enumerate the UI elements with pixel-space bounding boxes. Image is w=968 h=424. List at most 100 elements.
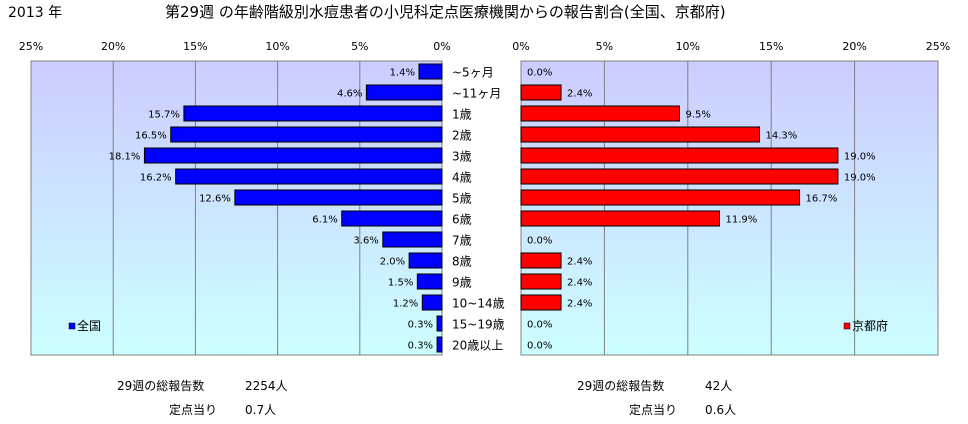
kyoto-summary: 29週の総報告数 42人 定点当り 0.6人 xyxy=(577,378,736,417)
national-bar xyxy=(418,63,443,80)
national-value-label: 6.1% xyxy=(312,215,337,226)
kyoto-bar xyxy=(520,252,562,269)
kyoto-bars: 0.0% 2.4% 9.5% 14.3% 19.0% 19.0% 16.7% 11.9% 0.0… xyxy=(520,68,876,352)
national-bar xyxy=(436,315,443,332)
national-bar xyxy=(436,336,443,353)
national-legend-swatch xyxy=(68,322,76,330)
kyoto-bar xyxy=(520,273,562,290)
kyoto-legend-swatch xyxy=(843,322,851,330)
national-tick-label: 0% xyxy=(433,40,450,53)
kyoto-legend-label: 京都府 xyxy=(852,318,888,333)
kyoto-value-label: 2.4% xyxy=(567,257,592,268)
age-category-label: ~5ヶ月 xyxy=(452,66,494,80)
national-per-point-value: 0.7人 xyxy=(245,403,276,417)
national-bar xyxy=(175,168,443,185)
kyoto-plot-area xyxy=(520,60,939,356)
chart-title: 第29週 の年齢階級別水痘患者の小児科定点医療機関からの報告割合(全国、京都府) xyxy=(165,3,726,21)
kyoto-bar xyxy=(520,210,720,227)
national-tick-label: 25% xyxy=(19,40,43,53)
national-bars: 1.4% 4.6% 15.7% 16.5% 18.1% 16.2% 12.6% 6.1% 3.6… xyxy=(109,63,443,353)
kyoto-value-label: 2.4% xyxy=(567,89,592,100)
national-tick-label: 10% xyxy=(265,40,289,53)
national-value-label: 12.6% xyxy=(199,194,231,205)
kyoto-per-point-label: 定点当り xyxy=(629,402,677,417)
kyoto-value-label: 19.0% xyxy=(844,173,876,184)
national-bar xyxy=(183,105,443,122)
age-category-label: 6歳 xyxy=(452,213,472,227)
kyoto-value-label: 2.4% xyxy=(567,278,592,289)
kyoto-value-label: 9.5% xyxy=(685,110,710,121)
national-per-point-label: 定点当り xyxy=(169,402,217,417)
age-category-label: 4歳 xyxy=(452,171,472,185)
national-axis-ticks: 25% 20% 15% 10% 5% 0% xyxy=(19,40,451,53)
kyoto-bar xyxy=(520,168,839,185)
kyoto-tick-label: 5% xyxy=(596,40,613,53)
age-category-labels: ~5ヶ月 ~11ヶ月 1歳 2歳 3歳 4歳 5歳 6歳 7歳 8歳 9歳 10~14歳 15~19歳 2… xyxy=(452,66,505,353)
age-category-label: 15~19歳 xyxy=(452,318,505,332)
national-bar xyxy=(416,273,443,290)
kyoto-value-label: 11.9% xyxy=(725,215,757,226)
national-tick-label: 20% xyxy=(101,40,125,53)
age-category-label: 3歳 xyxy=(452,150,472,164)
age-category-label: ~11ヶ月 xyxy=(452,87,501,101)
national-total-reports-value: 2254人 xyxy=(245,379,288,393)
age-category-label: 20歳以上 xyxy=(452,339,503,353)
kyoto-axis-ticks: 0% 5% 10% 15% 20% 25% xyxy=(512,40,950,53)
national-value-label: 1.4% xyxy=(390,68,415,79)
kyoto-total-reports-value: 42人 xyxy=(705,379,732,393)
national-value-label: 15.7% xyxy=(148,110,180,121)
kyoto-tick-label: 15% xyxy=(759,40,783,53)
kyoto-value-label: 0.0% xyxy=(527,236,552,247)
age-category-label: 5歳 xyxy=(452,192,472,206)
national-value-label: 0.3% xyxy=(408,341,433,352)
national-legend: 全国 xyxy=(68,318,101,333)
national-value-label: 2.0% xyxy=(380,257,405,268)
national-value-label: 1.2% xyxy=(393,299,418,310)
national-value-label: 0.3% xyxy=(408,320,433,331)
kyoto-value-label: 0.0% xyxy=(527,320,552,331)
kyoto-total-reports-label: 29週の総報告数 xyxy=(577,378,664,393)
national-bar xyxy=(143,147,443,164)
kyoto-value-label: 14.3% xyxy=(766,131,798,142)
national-value-label: 16.2% xyxy=(140,173,172,184)
national-value-label: 4.6% xyxy=(337,89,362,100)
national-value-label: 18.1% xyxy=(109,152,141,163)
age-category-label: 1歳 xyxy=(452,108,472,122)
national-plot-area xyxy=(30,60,443,356)
kyoto-value-label: 19.0% xyxy=(844,152,876,163)
kyoto-tick-label: 25% xyxy=(926,40,950,53)
age-category-label: 7歳 xyxy=(452,234,472,248)
national-total-reports-label: 29週の総報告数 xyxy=(117,378,204,393)
national-value-label: 16.5% xyxy=(135,131,167,142)
national-value-label: 3.6% xyxy=(353,236,378,247)
kyoto-bar xyxy=(520,147,839,164)
national-legend-label: 全国 xyxy=(77,318,101,333)
national-bar xyxy=(234,189,443,206)
kyoto-per-point-value: 0.6人 xyxy=(705,403,736,417)
age-category-label: 2歳 xyxy=(452,129,472,143)
age-category-label: 10~14歳 xyxy=(452,297,505,311)
national-bar xyxy=(341,210,443,227)
kyoto-value-label: 2.4% xyxy=(567,299,592,310)
age-category-label: 8歳 xyxy=(452,255,472,269)
kyoto-value-label: 0.0% xyxy=(527,341,552,352)
kyoto-legend: 京都府 xyxy=(843,318,888,333)
kyoto-tick-label: 0% xyxy=(512,40,529,53)
kyoto-bar xyxy=(520,84,562,101)
kyoto-bar xyxy=(520,294,562,311)
kyoto-value-label: 0.0% xyxy=(527,68,552,79)
national-bar xyxy=(365,84,443,101)
kyoto-bar xyxy=(520,105,680,122)
national-tick-label: 5% xyxy=(351,40,368,53)
national-bar xyxy=(382,231,443,248)
national-bar xyxy=(170,126,443,143)
national-value-label: 1.5% xyxy=(388,278,413,289)
national-summary: 29週の総報告数 2254人 定点当り 0.7人 xyxy=(117,378,288,417)
kyoto-tick-label: 20% xyxy=(842,40,866,53)
kyoto-tick-label: 10% xyxy=(676,40,700,53)
kyoto-bar xyxy=(520,189,801,206)
national-tick-label: 15% xyxy=(183,40,207,53)
national-bar xyxy=(408,252,443,269)
chart-year: 2013 年 xyxy=(8,5,62,21)
